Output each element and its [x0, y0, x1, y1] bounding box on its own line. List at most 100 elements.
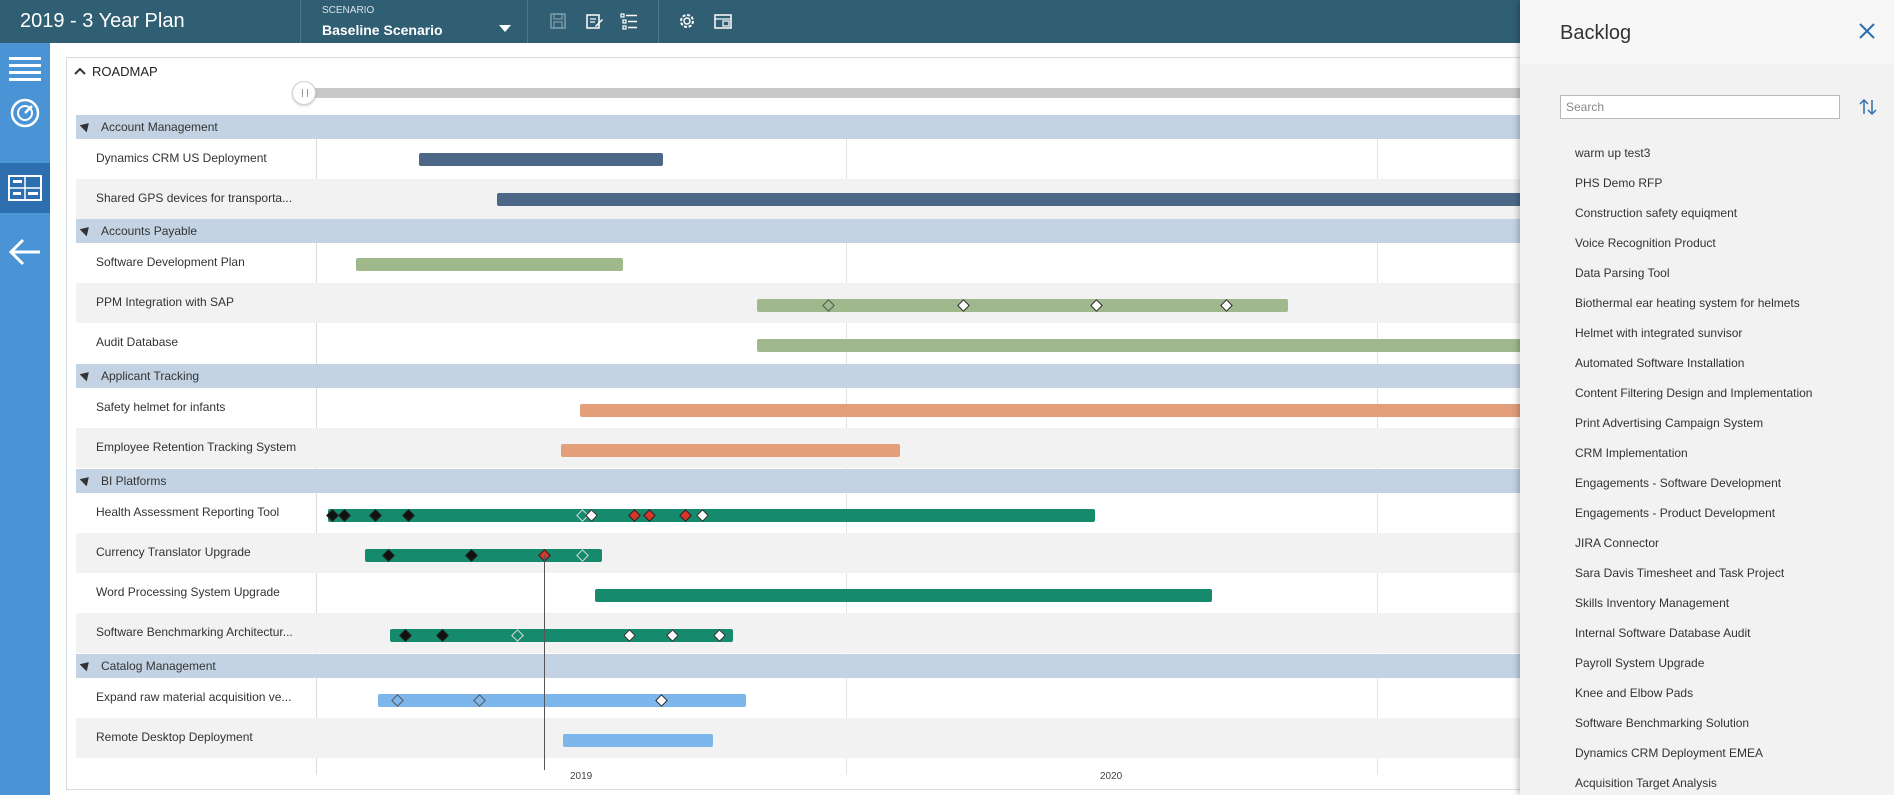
task-bar[interactable]	[390, 629, 733, 642]
task-bar[interactable]	[328, 509, 1095, 522]
task-bar[interactable]	[365, 549, 602, 562]
search-input[interactable]	[1560, 95, 1840, 119]
timeline-slider-handle[interactable]	[292, 81, 316, 105]
backlog-item[interactable]: Print Advertising Campaign System	[1575, 416, 1764, 430]
backlog-item[interactable]: Content Filtering Design and Implementat…	[1575, 386, 1813, 400]
sort-icon[interactable]	[1858, 97, 1878, 117]
backlog-item[interactable]: Acquisition Target Analysis	[1575, 776, 1717, 790]
task-label: Word Processing System Upgrade	[96, 585, 280, 599]
backlog-item[interactable]: Skills Inventory Management	[1575, 596, 1730, 610]
divider	[300, 0, 301, 43]
year-axis-label: 2019	[570, 771, 593, 782]
task-label: Dynamics CRM US Deployment	[96, 151, 267, 165]
collapse-triangle-icon[interactable]	[79, 119, 93, 133]
task-label: Remote Desktop Deployment	[96, 730, 253, 744]
task-label: Software Development Plan	[96, 255, 245, 269]
today-marker-line	[544, 555, 545, 770]
backlog-item[interactable]: JIRA Connector	[1575, 536, 1660, 550]
menu-button[interactable]	[0, 45, 50, 93]
backlog-item[interactable]: Helmet with integrated sunvisor	[1575, 326, 1743, 340]
collapse-triangle-icon[interactable]	[79, 223, 93, 237]
task-label: Health Assessment Reporting Tool	[96, 505, 280, 519]
backlog-item[interactable]: Automated Software Installation	[1575, 356, 1745, 370]
task-bar[interactable]	[419, 153, 663, 166]
backlog-item[interactable]: Sara Davis Timesheet and Task Project	[1575, 566, 1785, 580]
backlog-item[interactable]: Dynamics CRM Deployment EMEA	[1575, 746, 1764, 760]
backlog-item[interactable]: Software Benchmarking Solution	[1575, 716, 1750, 730]
task-row[interactable]: Word Processing System Upgrade	[76, 573, 1596, 613]
collapse-triangle-icon[interactable]	[79, 368, 93, 382]
group-row[interactable]: BI Platforms	[76, 469, 1596, 493]
task-row[interactable]: Audit Database	[76, 323, 1596, 363]
task-label: Expand raw material acquisition ve...	[96, 690, 292, 704]
task-bar[interactable]	[497, 193, 1527, 206]
backlog-item[interactable]: CRM Implementation	[1575, 446, 1688, 460]
collapse-triangle-icon[interactable]	[79, 658, 93, 672]
task-bar[interactable]	[563, 734, 713, 747]
task-row[interactable]: Employee Retention Tracking System	[76, 428, 1596, 468]
task-label: Audit Database	[96, 335, 179, 349]
collapse-triangle-icon[interactable]	[79, 473, 93, 487]
dashboard-icon	[10, 98, 40, 128]
task-bar[interactable]	[580, 404, 1527, 417]
backlog-item[interactable]: Payroll System Upgrade	[1575, 656, 1705, 670]
backlog-item[interactable]: Biothermal ear heating system for helmet…	[1575, 296, 1800, 310]
backlog-item[interactable]: Engagements - Product Development	[1575, 506, 1776, 520]
group-label: Catalog Management	[101, 659, 216, 673]
group-row[interactable]: Account Management	[76, 115, 1596, 139]
nav-back[interactable]	[0, 228, 50, 276]
task-row[interactable]: Software Benchmarking Architectur...	[76, 613, 1596, 653]
task-row[interactable]: Health Assessment Reporting Tool	[76, 493, 1596, 533]
backlog-item[interactable]: warm up test3	[1575, 146, 1651, 160]
scenario-dropdown[interactable]: SCENARIO Baseline Scenario	[302, 0, 528, 43]
backlog-item[interactable]: Knee and Elbow Pads	[1575, 686, 1694, 700]
timeline-slider-track[interactable]	[300, 88, 1600, 98]
task-row[interactable]: Remote Desktop Deployment	[76, 718, 1596, 758]
group-label: Accounts Payable	[101, 224, 198, 238]
backlog-item[interactable]: Engagements - Software Development	[1575, 476, 1782, 490]
task-label: Software Benchmarking Architectur...	[96, 625, 293, 639]
backlog-item[interactable]: Internal Software Database Audit	[1575, 626, 1751, 640]
settings-icon[interactable]	[677, 11, 697, 31]
group-row[interactable]: Applicant Tracking	[76, 364, 1596, 388]
scenario-value: Baseline Scenario	[322, 22, 443, 38]
task-bar[interactable]	[378, 694, 746, 707]
nav-roadmap[interactable]	[0, 163, 50, 213]
task-row[interactable]: Expand raw material acquisition ve...	[76, 678, 1596, 718]
backlog-item[interactable]: PHS Demo RFP	[1575, 176, 1663, 190]
task-bar[interactable]	[561, 444, 900, 457]
back-arrow-icon	[8, 238, 40, 266]
list-icon[interactable]	[619, 11, 639, 31]
roadmap-section-toggle[interactable]: ROADMAP	[74, 64, 158, 79]
task-row[interactable]: Software Development Plan	[76, 243, 1596, 283]
backlog-item[interactable]: Construction safety equiqment	[1575, 206, 1738, 220]
task-label: Employee Retention Tracking System	[96, 440, 297, 454]
roadmap-icon	[8, 175, 42, 201]
nav-dashboard[interactable]	[0, 89, 50, 137]
task-bar[interactable]	[757, 299, 1288, 312]
backlog-title: Backlog	[1560, 22, 1632, 44]
task-label: Safety helmet for infants	[96, 400, 226, 414]
backlog-item[interactable]: Voice Recognition Product	[1575, 236, 1716, 250]
edit-icon[interactable]	[584, 11, 604, 31]
task-bar[interactable]	[356, 258, 623, 271]
close-icon[interactable]	[1856, 20, 1878, 42]
task-label: PPM Integration with SAP	[96, 295, 235, 309]
task-row[interactable]: Currency Translator Upgrade	[76, 533, 1596, 573]
task-bar[interactable]	[757, 339, 1527, 352]
task-row[interactable]: Dynamics CRM US Deployment	[76, 139, 1596, 179]
backlog-panel: Backlog warm up test3 PHS Demo RFP Const…	[1520, 0, 1894, 795]
group-row[interactable]: Catalog Management	[76, 654, 1596, 678]
group-label: Applicant Tracking	[101, 369, 200, 383]
save-icon[interactable]	[548, 11, 568, 31]
task-row[interactable]: Safety helmet for infants	[76, 388, 1596, 428]
backlog-item[interactable]: Data Parsing Tool	[1575, 266, 1670, 280]
year-axis-label: 2020	[1100, 771, 1123, 782]
backlog-header: Backlog	[1520, 0, 1894, 64]
group-row[interactable]: Accounts Payable	[76, 219, 1596, 243]
export-icon[interactable]	[713, 11, 733, 31]
task-bar[interactable]	[595, 589, 1212, 602]
chevron-up-icon	[74, 64, 86, 79]
divider	[658, 0, 659, 43]
backlog-list: warm up test3 PHS Demo RFP Construction …	[1575, 142, 1875, 795]
